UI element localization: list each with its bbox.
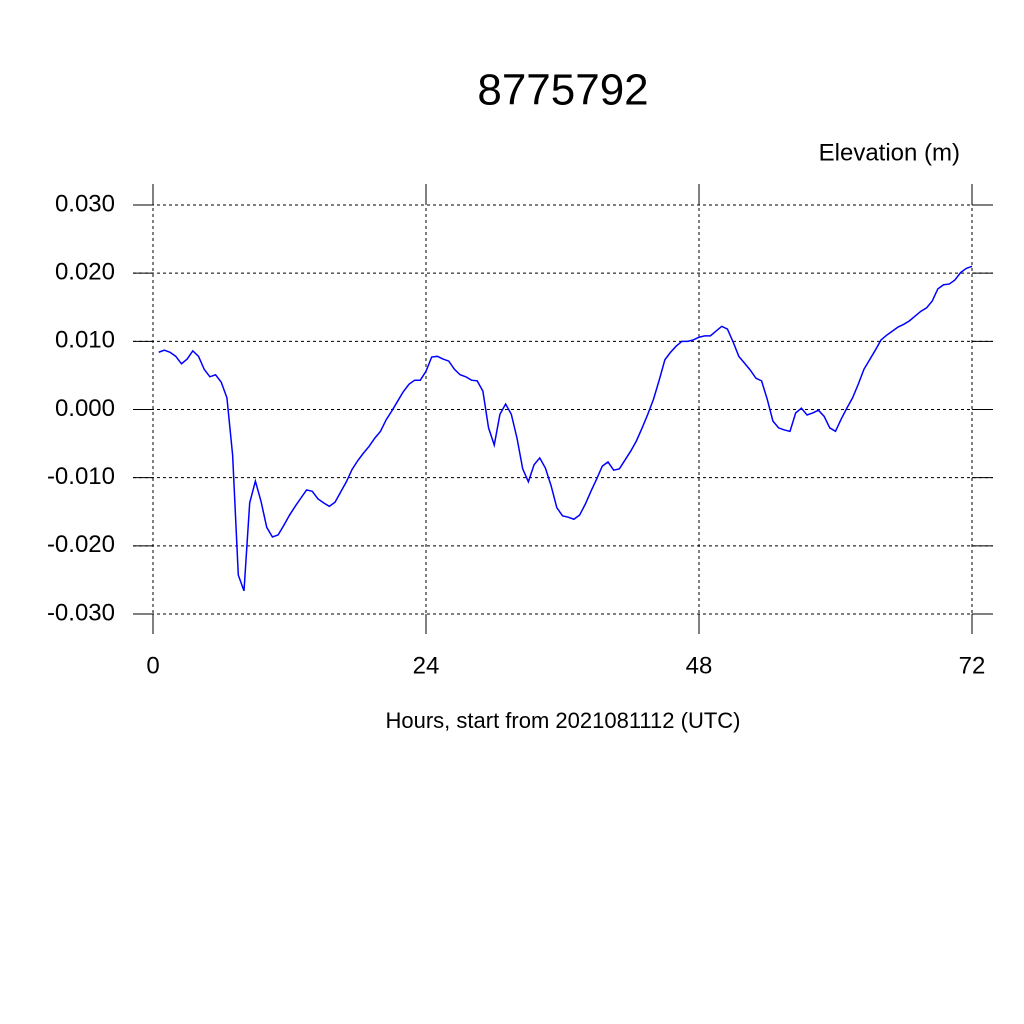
y-tick-label: 0.000 xyxy=(55,395,115,422)
x-tick-label: 0 xyxy=(146,652,159,679)
y-tick-label: -0.010 xyxy=(47,463,115,490)
y-tick-label: 0.030 xyxy=(55,190,115,217)
x-tick-label: 48 xyxy=(686,652,713,679)
x-axis-label: Hours, start from 2021081112 (UTC) xyxy=(386,708,741,733)
data-line xyxy=(158,265,973,592)
chart-title: 8775792 xyxy=(477,66,648,115)
y-tick-label: -0.030 xyxy=(47,599,115,626)
y-tick-label: 0.010 xyxy=(55,327,115,354)
x-tick-label: 72 xyxy=(959,652,986,679)
y-axis-label: Elevation (m) xyxy=(819,139,960,166)
y-tick-label: -0.020 xyxy=(47,531,115,558)
x-tick-label: 24 xyxy=(413,652,440,679)
y-tick-label: 0.020 xyxy=(55,259,115,286)
